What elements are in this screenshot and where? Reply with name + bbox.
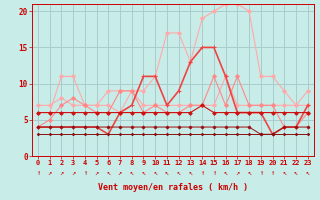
X-axis label: Vent moyen/en rafales ( km/h ): Vent moyen/en rafales ( km/h ) — [98, 183, 248, 192]
